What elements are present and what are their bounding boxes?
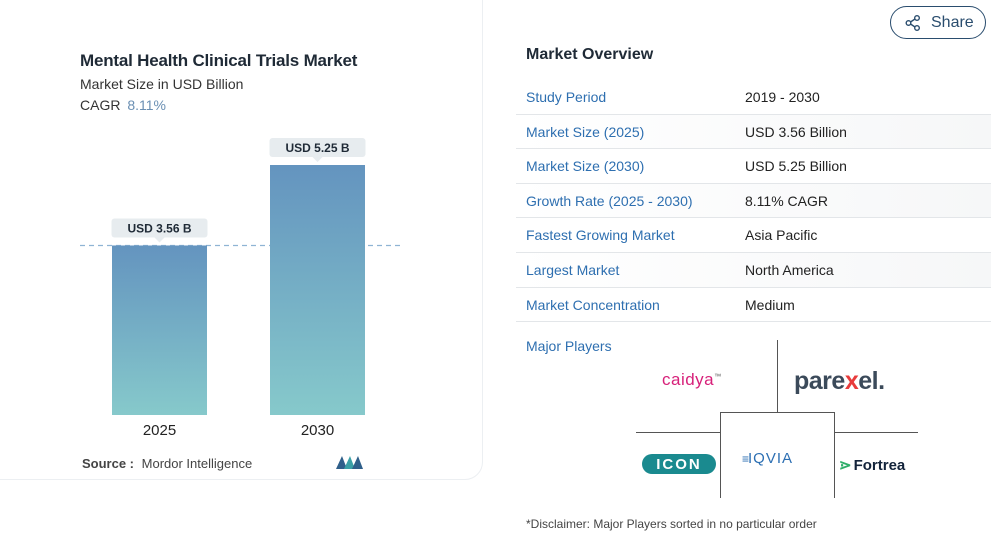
major-players-grid: caidya™ parexel. ICON ≡IQVIA ⋗ Fortrea <box>636 340 918 498</box>
overview-title: Market Overview <box>526 46 654 63</box>
parexel-logo: parexel. <box>794 367 885 395</box>
overview-value: 8.11% CAGR <box>745 192 828 209</box>
grid-divider <box>636 432 720 433</box>
icon-plc-logo: ICON <box>642 454 716 474</box>
overview-row-study-period: Study Period 2019 - 2030 <box>516 80 991 115</box>
x-tick-label: 2030 <box>301 422 334 439</box>
overview-key: Largest Market <box>526 261 620 278</box>
share-label: Share <box>931 14 974 31</box>
overview-value: USD 5.25 Billion <box>745 158 847 175</box>
grid-divider <box>834 432 918 433</box>
share-icon <box>905 15 920 31</box>
bar-2030 <box>270 165 365 415</box>
iqvia-logo: ≡IQVIA <box>742 450 794 467</box>
cagr-line: CAGR 8.11% <box>80 97 166 113</box>
data-label-bg <box>269 138 366 157</box>
grid-divider <box>777 340 778 412</box>
x-tick-label: 2025 <box>143 422 176 439</box>
cagr-value: 8.11% <box>127 97 167 113</box>
data-label-bg <box>111 218 208 238</box>
source-label: Source : <box>82 456 135 471</box>
grid-divider <box>720 412 834 413</box>
chart-card <box>0 0 483 480</box>
svg-text:ICON: ICON <box>656 456 702 473</box>
mordor-intelligence-logo <box>336 456 363 469</box>
overview-row-market-size-2030: Market Size (2030) USD 5.25 Billion <box>516 149 991 184</box>
bar-chart: USD 3.56 B 2025 USD 5.25 B 2030 <box>80 138 400 439</box>
overview-row-growth-rate: Growth Rate (2025 - 2030) 8.11% CAGR <box>516 183 991 219</box>
data-label-pointer <box>312 157 323 162</box>
overview-value: 2019 - 2030 <box>745 89 820 105</box>
cagr-label: CAGR <box>80 97 121 113</box>
grid-divider <box>720 412 721 498</box>
overview-key: Market Size (2030) <box>526 158 645 175</box>
overview-key: Fastest Growing Market <box>526 227 675 244</box>
bar-2025 <box>112 245 207 415</box>
overview-key: Market Size (2025) <box>526 123 645 140</box>
overview-row-fastest-growing: Fastest Growing Market Asia Pacific <box>516 218 991 253</box>
overview-table: Study Period 2019 - 2030 Market Size (20… <box>516 80 991 323</box>
source-value: Mordor Intelligence <box>141 456 253 471</box>
caidya-logo: caidya™ <box>662 370 722 389</box>
overview-key: Market Concentration <box>526 296 660 313</box>
fortrea-logo: ⋗ Fortrea <box>839 457 906 474</box>
overview-key: Growth Rate (2025 - 2030) <box>526 192 693 209</box>
data-label-pointer <box>154 237 165 243</box>
overview-row-largest-market: Largest Market North America <box>516 252 991 288</box>
overview-value: Medium <box>745 296 795 313</box>
major-players-title: Major Players <box>526 338 612 354</box>
overview-row-market-size-2025: Market Size (2025) USD 3.56 Billion <box>516 114 991 150</box>
overview-key: Study Period <box>526 89 607 105</box>
overview-value: North America <box>745 261 834 278</box>
chart-title: Mental Health Clinical Trials Market <box>80 51 358 70</box>
overview-value: USD 3.56 Billion <box>745 123 847 140</box>
grid-divider <box>834 412 835 498</box>
source-line: Source : Mordor Intelligence <box>82 456 252 471</box>
data-label: USD 3.56 B <box>127 221 191 235</box>
data-label: USD 5.25 B <box>285 141 349 155</box>
disclaimer-text: *Disclaimer: Major Players sorted in no … <box>526 517 817 531</box>
chart-subtitle: Market Size in USD Billion <box>80 76 244 92</box>
overview-value: Asia Pacific <box>745 227 818 244</box>
share-button[interactable]: Share <box>890 6 986 39</box>
overview-row-concentration: Market Concentration Medium <box>516 288 991 323</box>
